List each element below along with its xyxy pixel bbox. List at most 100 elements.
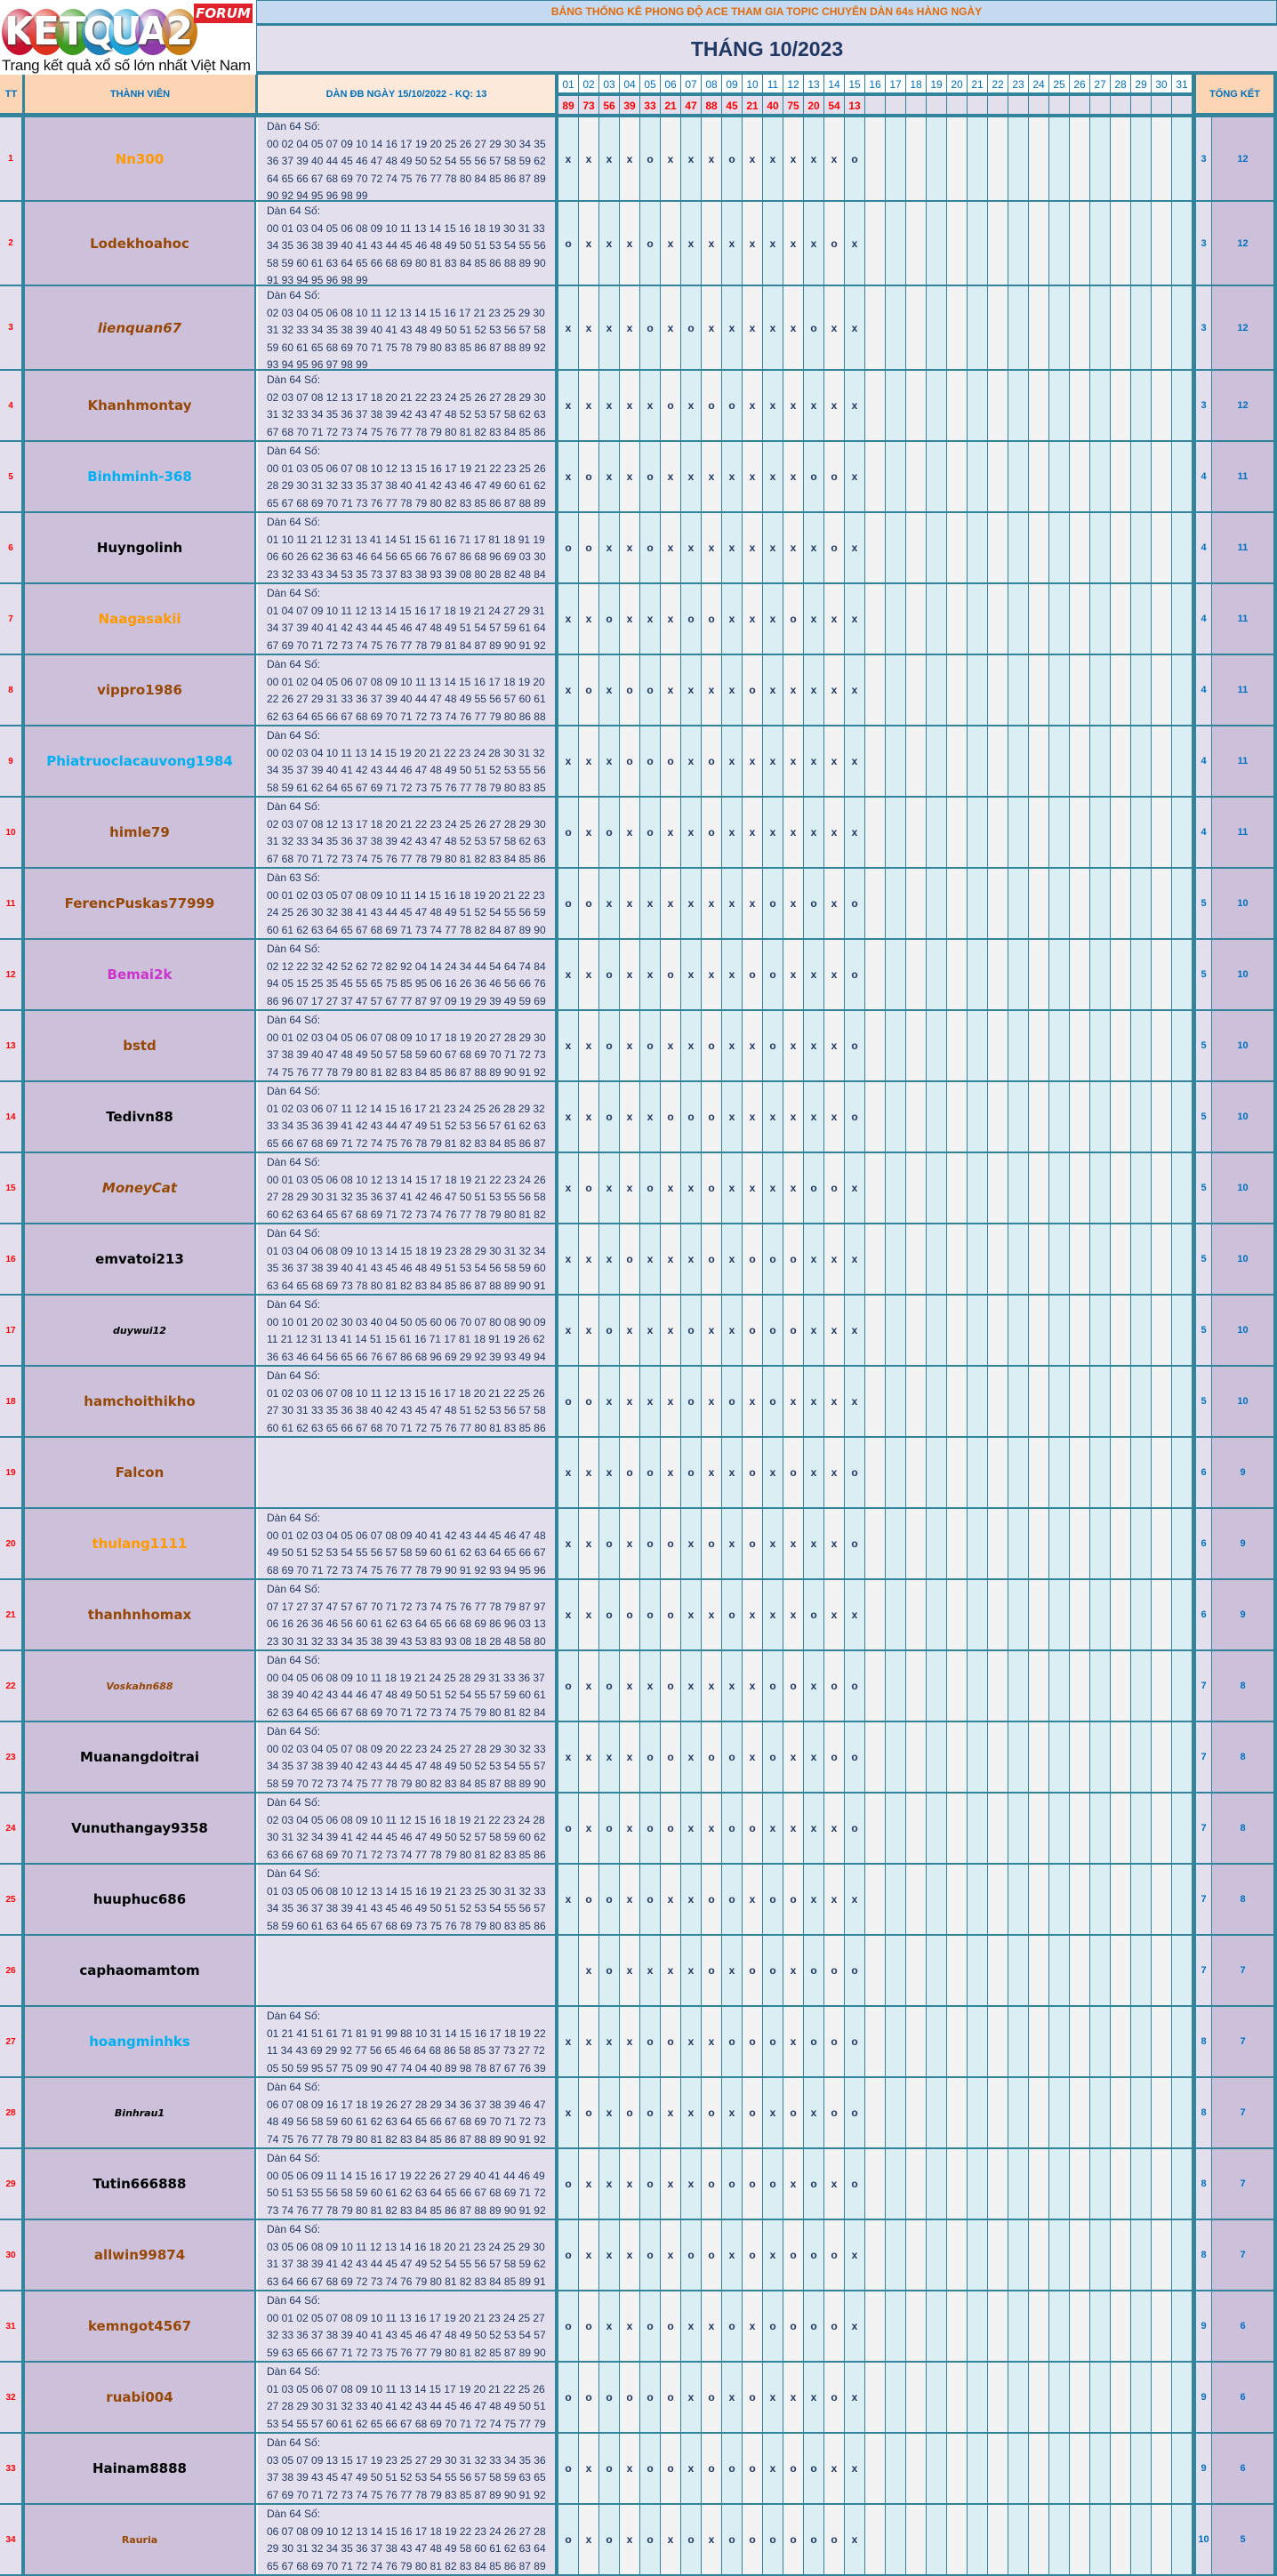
member-name[interactable]: duywui12	[25, 1296, 256, 1365]
day-mark	[1070, 726, 1090, 796]
day-mark: x	[722, 940, 743, 1009]
day-mark	[865, 726, 886, 796]
member-name[interactable]: allwin99874	[25, 2220, 256, 2290]
day-mark: x	[763, 117, 783, 200]
day-mark: o	[845, 117, 865, 200]
day-mark	[1070, 513, 1090, 582]
day-mark: x	[722, 1011, 743, 1080]
day-mark: x	[763, 2220, 783, 2290]
member-name[interactable]: Voskahn688	[25, 1651, 256, 1721]
dan-numbers: Dàn 64 Số: 00 01 02 05 07 08 09 10 11 13 …	[258, 2291, 558, 2361]
dan-line: 48 49 56 58 59 60 61 62 63 64 65 66 67 6…	[267, 2115, 546, 2128]
dan-line: 02 03 07 08 12 13 17 18 20 21 22 23 24 2…	[267, 390, 546, 404]
member-name[interactable]: Huyngolinh	[25, 513, 256, 582]
day-mark: x	[599, 1367, 620, 1436]
day-header: 16	[865, 75, 886, 96]
member-name[interactable]: thulang1111	[25, 1509, 256, 1578]
day-mark	[886, 442, 906, 511]
dan-line: 27 28 29 30 31 32 33 40 41 42 43 44 45 4…	[267, 2400, 546, 2412]
day-mark	[1008, 1936, 1029, 2005]
day-mark	[1070, 1082, 1090, 1152]
day-mark	[1152, 2007, 1172, 2076]
day-mark	[906, 869, 927, 938]
day-mark: o	[763, 940, 783, 1009]
member-name[interactable]: caphaomamtom	[25, 1936, 256, 2005]
total-b: 11	[1212, 442, 1277, 511]
day-mark	[968, 442, 988, 511]
table-row: 5 Binhminh-368 Dàn 64 Số: 00 01 03 05 06 07…	[0, 442, 1277, 513]
day-header: 25	[1049, 75, 1070, 96]
member-name[interactable]: Tedivn88	[25, 1082, 256, 1152]
member-name[interactable]: Hainam8888	[25, 2434, 256, 2503]
member-name[interactable]: Vunuthangay9358	[25, 1794, 256, 1863]
dan-numbers: Dàn 64 Số: 00 04 05 06 08 09 10 11 18 19 …	[258, 1651, 558, 1721]
member-name[interactable]: lienquan67	[25, 286, 256, 369]
member-name[interactable]: hamchoithikho	[25, 1367, 256, 1436]
member-name[interactable]: Nn300	[25, 117, 256, 200]
member-name[interactable]: Rauria	[25, 2505, 256, 2574]
day-mark	[1029, 940, 1049, 1009]
dan-line: 06 07 08 09 10 12 13 14 15 16 17 18 19 2…	[267, 2524, 546, 2538]
day-mark: x	[579, 1794, 599, 1863]
day-mark	[927, 2149, 947, 2219]
member-name[interactable]: vippro1986	[25, 655, 256, 725]
dan-numbers: Dàn 64 Số: 01 03 05 06 08 10 12 13 14 15 …	[258, 1865, 558, 1934]
day-mark	[1111, 286, 1131, 369]
total-a: 3	[1193, 117, 1212, 200]
day-mark: x	[824, 1224, 845, 1294]
member-name[interactable]: Muanangdoitrai	[25, 1722, 256, 1792]
member-name[interactable]: emvatoi213	[25, 1224, 256, 1294]
day-header: 26	[1070, 75, 1090, 96]
day-mark	[947, 726, 968, 796]
table-row: 23 Muanangdoitrai Dàn 64 Số: 00 02 03 04 05…	[0, 1722, 1277, 1794]
member-name[interactable]: Binhrau1	[25, 2078, 256, 2147]
member-name[interactable]: Tutin666888	[25, 2149, 256, 2219]
dan-line: 30 31 32 34 39 41 42 44 45 46 47 49 50 5…	[267, 1831, 546, 1843]
day-mark: o	[599, 1296, 620, 1365]
total-a: 4	[1193, 655, 1212, 725]
member-name[interactable]: ruabi004	[25, 2363, 256, 2432]
day-mark: x	[804, 726, 824, 796]
member-name[interactable]: Bemai2k	[25, 940, 256, 1009]
dan-numbers: Dàn 64 Số: 02 03 07 08 12 13 17 18 20 21 …	[258, 371, 558, 440]
day-mark: o	[640, 798, 661, 867]
day-mark: o	[845, 2078, 865, 2147]
member-name[interactable]: Phiatruoclacauvong1984	[25, 726, 256, 796]
member-name[interactable]: Lodekhoahoc	[25, 202, 256, 285]
day-mark: x	[620, 286, 640, 369]
day-mark	[1029, 371, 1049, 440]
day-mark	[906, 2363, 927, 2432]
dan-line: 65 67 68 69 70 71 72 74 76 79 80 81 82 8…	[267, 2559, 546, 2572]
member-name[interactable]: Naagasakii	[25, 584, 256, 654]
member-name[interactable]: FerencPuskas77999	[25, 869, 256, 938]
column-header-total: TỔNG KẾT	[1193, 75, 1277, 117]
member-name[interactable]: hoangminhks	[25, 2007, 256, 2076]
dan-line: 34 35 36 38 39 40 41 43 44 45 46 48 49 5…	[267, 239, 546, 252]
total-a: 5	[1193, 1296, 1212, 1365]
day-mark: o	[763, 2149, 783, 2219]
day-mark: x	[824, 655, 845, 725]
day-mark	[1172, 2505, 1193, 2574]
day-header: 30	[1152, 75, 1172, 96]
dan-label: Dàn 64 Số:	[267, 1725, 321, 1737]
table-row: 14 Tedivn88 Dàn 64 Số: 01 02 03 06 07 11 12…	[0, 1082, 1277, 1153]
member-name[interactable]: bstd	[25, 1011, 256, 1080]
day-mark: x	[702, 1580, 722, 1649]
total-b: 7	[1212, 2220, 1277, 2290]
day-mark: o	[763, 1011, 783, 1080]
member-name[interactable]: kemngot4567	[25, 2291, 256, 2361]
day-mark	[1172, 2007, 1193, 2076]
member-name[interactable]: huuphuc686	[25, 1865, 256, 1934]
day-mark	[1111, 202, 1131, 285]
total-b: 9	[1212, 1580, 1277, 1649]
day-mark	[906, 2220, 927, 2290]
member-name[interactable]: Falcon	[25, 1438, 256, 1507]
member-name[interactable]: MoneyCat	[25, 1153, 256, 1223]
member-name[interactable]: Khanhmontay	[25, 371, 256, 440]
member-name[interactable]: himle79	[25, 798, 256, 867]
day-mark: o	[661, 371, 681, 440]
member-name[interactable]: thanhnhomax	[25, 1580, 256, 1649]
member-name[interactable]: Binhminh-368	[25, 442, 256, 511]
day-mark	[886, 798, 906, 867]
